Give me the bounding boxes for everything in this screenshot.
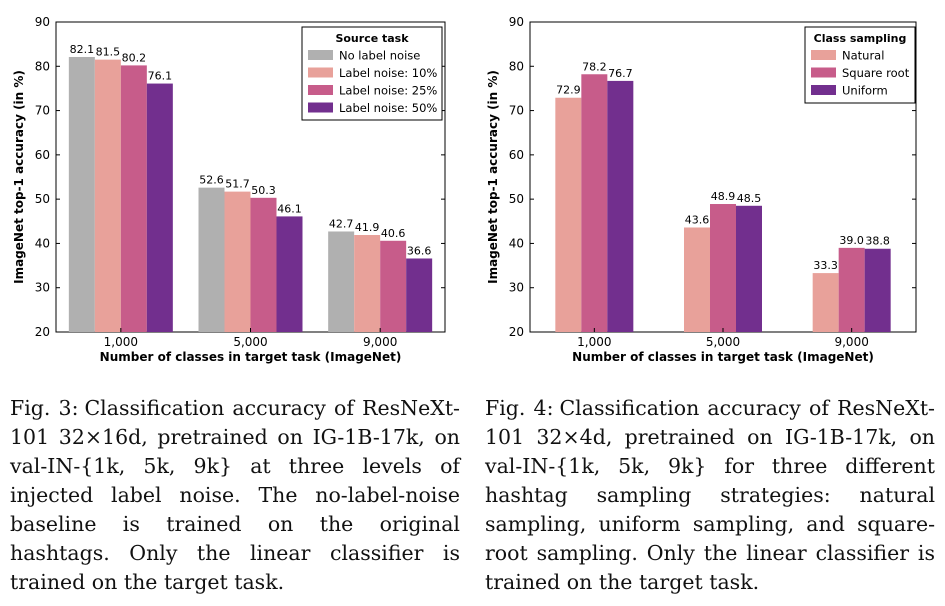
data-label: 38.8 — [865, 235, 890, 248]
legend-swatch — [308, 67, 333, 78]
data-label: 40.6 — [381, 227, 406, 240]
bar — [406, 258, 433, 332]
figure-3: 20 30 40 50 60 70 80 90 ImageNet top-1 accuracy … — [0, 0, 470, 385]
legend-title: Source task — [335, 32, 409, 45]
bar — [328, 231, 355, 332]
legend-entry: Label noise: 10% — [339, 66, 437, 80]
bar — [812, 273, 839, 332]
x-tick-label: 5,000 — [706, 335, 740, 349]
y-tick-label: 70 — [509, 104, 524, 118]
y-tick-label: 30 — [35, 281, 50, 295]
data-label: 51.7 — [225, 178, 250, 191]
bar — [120, 65, 147, 333]
bar — [864, 248, 891, 332]
bar — [94, 59, 121, 333]
data-label: 52.6 — [199, 174, 224, 187]
legend-swatch — [811, 85, 836, 95]
figure-4-caption: Fig. 4: Classification accuracy of ResNeX… — [485, 394, 935, 597]
data-label: 78.2 — [582, 60, 607, 73]
bar — [684, 227, 710, 332]
y-tick-label: 50 — [35, 192, 50, 206]
bar — [198, 187, 225, 332]
x-tick-label: 9,000 — [834, 335, 868, 349]
bar — [224, 191, 251, 332]
y-tick-label: 80 — [509, 59, 524, 73]
legend-swatch — [811, 50, 836, 60]
chart-class-sampling: 20 30 40 50 60 70 80 90 ImageNet top-1 accuracy … — [486, 15, 917, 364]
data-label: 82.1 — [70, 43, 95, 56]
y-axis-label: ImageNet top-1 accuracy (in %) — [486, 70, 500, 284]
x-tick-label: 1,000 — [104, 335, 138, 349]
data-label: 46.1 — [277, 202, 302, 215]
bar — [68, 56, 95, 332]
data-label: 48.9 — [711, 190, 736, 203]
y-tick-label: 90 — [509, 15, 524, 29]
data-label: 80.2 — [122, 51, 147, 64]
bar — [555, 97, 582, 332]
bar — [354, 235, 381, 332]
bar — [380, 240, 407, 332]
chart-label-noise: 20 30 40 50 60 70 80 90 ImageNet top-1 accuracy … — [12, 15, 446, 364]
bar — [607, 80, 634, 333]
bar — [736, 205, 762, 332]
y-tick-label: 50 — [509, 192, 524, 206]
x-tick-label: 9,000 — [363, 335, 397, 349]
data-label: 81.5 — [96, 46, 121, 59]
x-tick-label: 5,000 — [233, 335, 267, 349]
data-label: 41.9 — [355, 221, 380, 234]
data-label: 33.3 — [813, 259, 838, 272]
caption-text: Classification accuracy of ResNeXt-101 3… — [485, 396, 935, 594]
y-tick-label: 60 — [35, 148, 50, 162]
legend-entry: Label noise: 25% — [339, 84, 437, 98]
y-tick-label: 30 — [509, 281, 524, 295]
legend-entry: Label noise: 50% — [339, 101, 437, 115]
bar — [710, 204, 736, 332]
legend: Source task No label noise Label noise: 10… — [301, 26, 443, 121]
x-axis-label: Number of classes in target task (ImageN… — [100, 350, 402, 364]
y-tick-label: 80 — [35, 59, 50, 73]
data-label: 72.9 — [556, 84, 581, 97]
data-label: 76.1 — [148, 70, 173, 83]
legend-swatch — [811, 67, 836, 78]
legend: Class sampling Natural Square root Uniform — [804, 26, 916, 104]
legend-swatch — [308, 50, 333, 60]
y-tick-label: 40 — [509, 236, 524, 250]
legend-entry: Square root — [842, 66, 910, 80]
data-label: 50.3 — [251, 184, 276, 197]
legend-swatch — [308, 102, 333, 113]
y-axis-label: ImageNet top-1 accuracy (in %) — [12, 70, 26, 284]
bar — [146, 83, 173, 332]
data-label: 43.6 — [685, 213, 710, 226]
y-tick-label: 60 — [509, 148, 524, 162]
bar — [838, 247, 865, 332]
x-axis-label: Number of classes in target task (ImageN… — [572, 350, 874, 364]
bar — [276, 216, 303, 332]
y-tick-label: 70 — [35, 104, 50, 118]
caption-text: Classification accuracy of ResNeXt-101 3… — [10, 396, 460, 594]
data-label: 39.0 — [839, 234, 864, 247]
figure-3-caption: Fig. 3: Classification accuracy of ResNeX… — [10, 394, 460, 597]
legend-swatch — [308, 85, 333, 95]
figure-4: 20 30 40 50 60 70 80 90 ImageNet top-1 accuracy … — [472, 0, 942, 385]
x-tick-label: 1,000 — [577, 335, 611, 349]
y-tick-label: 90 — [35, 15, 50, 29]
legend-entry: Uniform — [842, 84, 888, 98]
caption-label: Fig. 3: — [10, 396, 79, 420]
bar — [581, 74, 608, 332]
legend-entry: Natural — [842, 49, 884, 63]
y-tick-label: 20 — [35, 325, 50, 339]
y-tick-label: 20 — [509, 325, 524, 339]
caption-label: Fig. 4: — [485, 396, 554, 420]
data-label: 36.6 — [407, 244, 432, 257]
bar — [250, 197, 277, 332]
data-label: 42.7 — [329, 217, 354, 230]
legend-title: Class sampling — [814, 32, 907, 45]
data-label: 48.5 — [737, 192, 762, 205]
data-label: 76.7 — [608, 67, 633, 80]
legend-entry: No label noise — [339, 49, 420, 63]
y-tick-label: 40 — [35, 236, 50, 250]
